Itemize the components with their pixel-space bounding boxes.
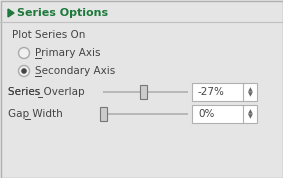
Text: Primary Axis: Primary Axis <box>35 48 100 58</box>
Text: Series Overlap: Series Overlap <box>8 87 85 97</box>
Circle shape <box>21 68 27 74</box>
Text: -27%: -27% <box>198 87 225 97</box>
Text: ▼: ▼ <box>248 114 252 119</box>
Text: ▲: ▲ <box>248 109 252 114</box>
Circle shape <box>18 48 29 59</box>
Text: ▼: ▼ <box>248 92 252 97</box>
FancyBboxPatch shape <box>192 83 257 101</box>
FancyBboxPatch shape <box>192 105 257 123</box>
FancyBboxPatch shape <box>100 107 106 121</box>
Polygon shape <box>8 9 14 17</box>
FancyBboxPatch shape <box>140 85 147 99</box>
Text: Series Options: Series Options <box>17 8 108 18</box>
Text: Gap Width: Gap Width <box>8 109 63 119</box>
Text: Plot Series On: Plot Series On <box>12 30 85 40</box>
Text: 0%: 0% <box>198 109 215 119</box>
Text: Series: Series <box>8 87 44 97</box>
Text: ▲: ▲ <box>248 87 252 92</box>
Circle shape <box>18 66 29 77</box>
Text: Secondary Axis: Secondary Axis <box>35 66 115 76</box>
